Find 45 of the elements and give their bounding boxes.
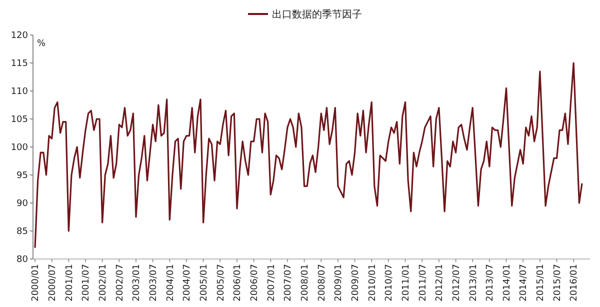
legend-label: 出口数据的季节因子 — [272, 8, 362, 20]
line-series — [34, 62, 583, 249]
x-tick-label: 2014/07 — [519, 264, 530, 302]
x-tick-label: 2015/07 — [552, 264, 563, 302]
y-tick-label: 120 — [10, 31, 28, 42]
x-tick-label: 2010/01 — [368, 264, 378, 302]
x-tick-label: 2012/07 — [452, 264, 462, 302]
x-tick-label: 2005/07 — [216, 264, 226, 302]
x-tick-label: 2012/01 — [435, 264, 446, 302]
y-tick-label: 105 — [10, 115, 28, 126]
x-tick-label: 2016/01 — [570, 264, 580, 302]
x-tick-label: 2003/07 — [148, 264, 159, 302]
x-tick-label: 2004/07 — [182, 264, 193, 302]
y-tick-label: 100 — [10, 143, 28, 154]
y-axis-title: % — [37, 39, 46, 49]
x-tick-label: 2013/01 — [468, 264, 479, 302]
x-tick-label: 2009/01 — [334, 264, 344, 302]
x-tick-label: 2006/01 — [233, 264, 244, 302]
x-tick-label: 2000/07 — [48, 264, 58, 302]
x-tick-label: 2007/01 — [266, 264, 277, 302]
x-tick-label: 2011/07 — [418, 264, 428, 302]
y-tick-label: 115 — [10, 59, 28, 70]
y-tick-label: 85 — [16, 227, 28, 238]
x-tick-label: 2015/01 — [536, 264, 546, 302]
x-tick-label: 2003/01 — [132, 264, 142, 302]
x-tick-label: 2007/07 — [284, 264, 294, 302]
x-tick-label: 2008/01 — [300, 264, 310, 302]
x-tick-label: 2008/07 — [317, 264, 328, 302]
x-tick-label: 2001/01 — [64, 264, 75, 302]
x-tick-label: 2004/01 — [166, 264, 176, 302]
y-tick-label: 80 — [16, 255, 28, 266]
x-tick-label: 2000/01 — [31, 264, 42, 302]
x-tick-label: 2014/01 — [502, 264, 512, 302]
y-tick-label: 90 — [16, 199, 28, 210]
x-tick-label: 2001/07 — [82, 264, 92, 302]
y-tick-label: 110 — [10, 87, 28, 98]
x-tick-label: 2006/07 — [250, 264, 260, 302]
x-tick-label: 2009/07 — [350, 264, 361, 302]
x-tick-label: 2005/01 — [199, 264, 210, 302]
x-tick-label: 2010/07 — [384, 264, 395, 302]
x-tick-label: 2002/07 — [115, 264, 126, 302]
x-tick-label: 2013/07 — [486, 264, 496, 302]
x-tick-label: 2002/01 — [98, 264, 108, 302]
x-tick-label: 2011/01 — [401, 264, 412, 302]
y-tick-label: 95 — [16, 171, 28, 182]
